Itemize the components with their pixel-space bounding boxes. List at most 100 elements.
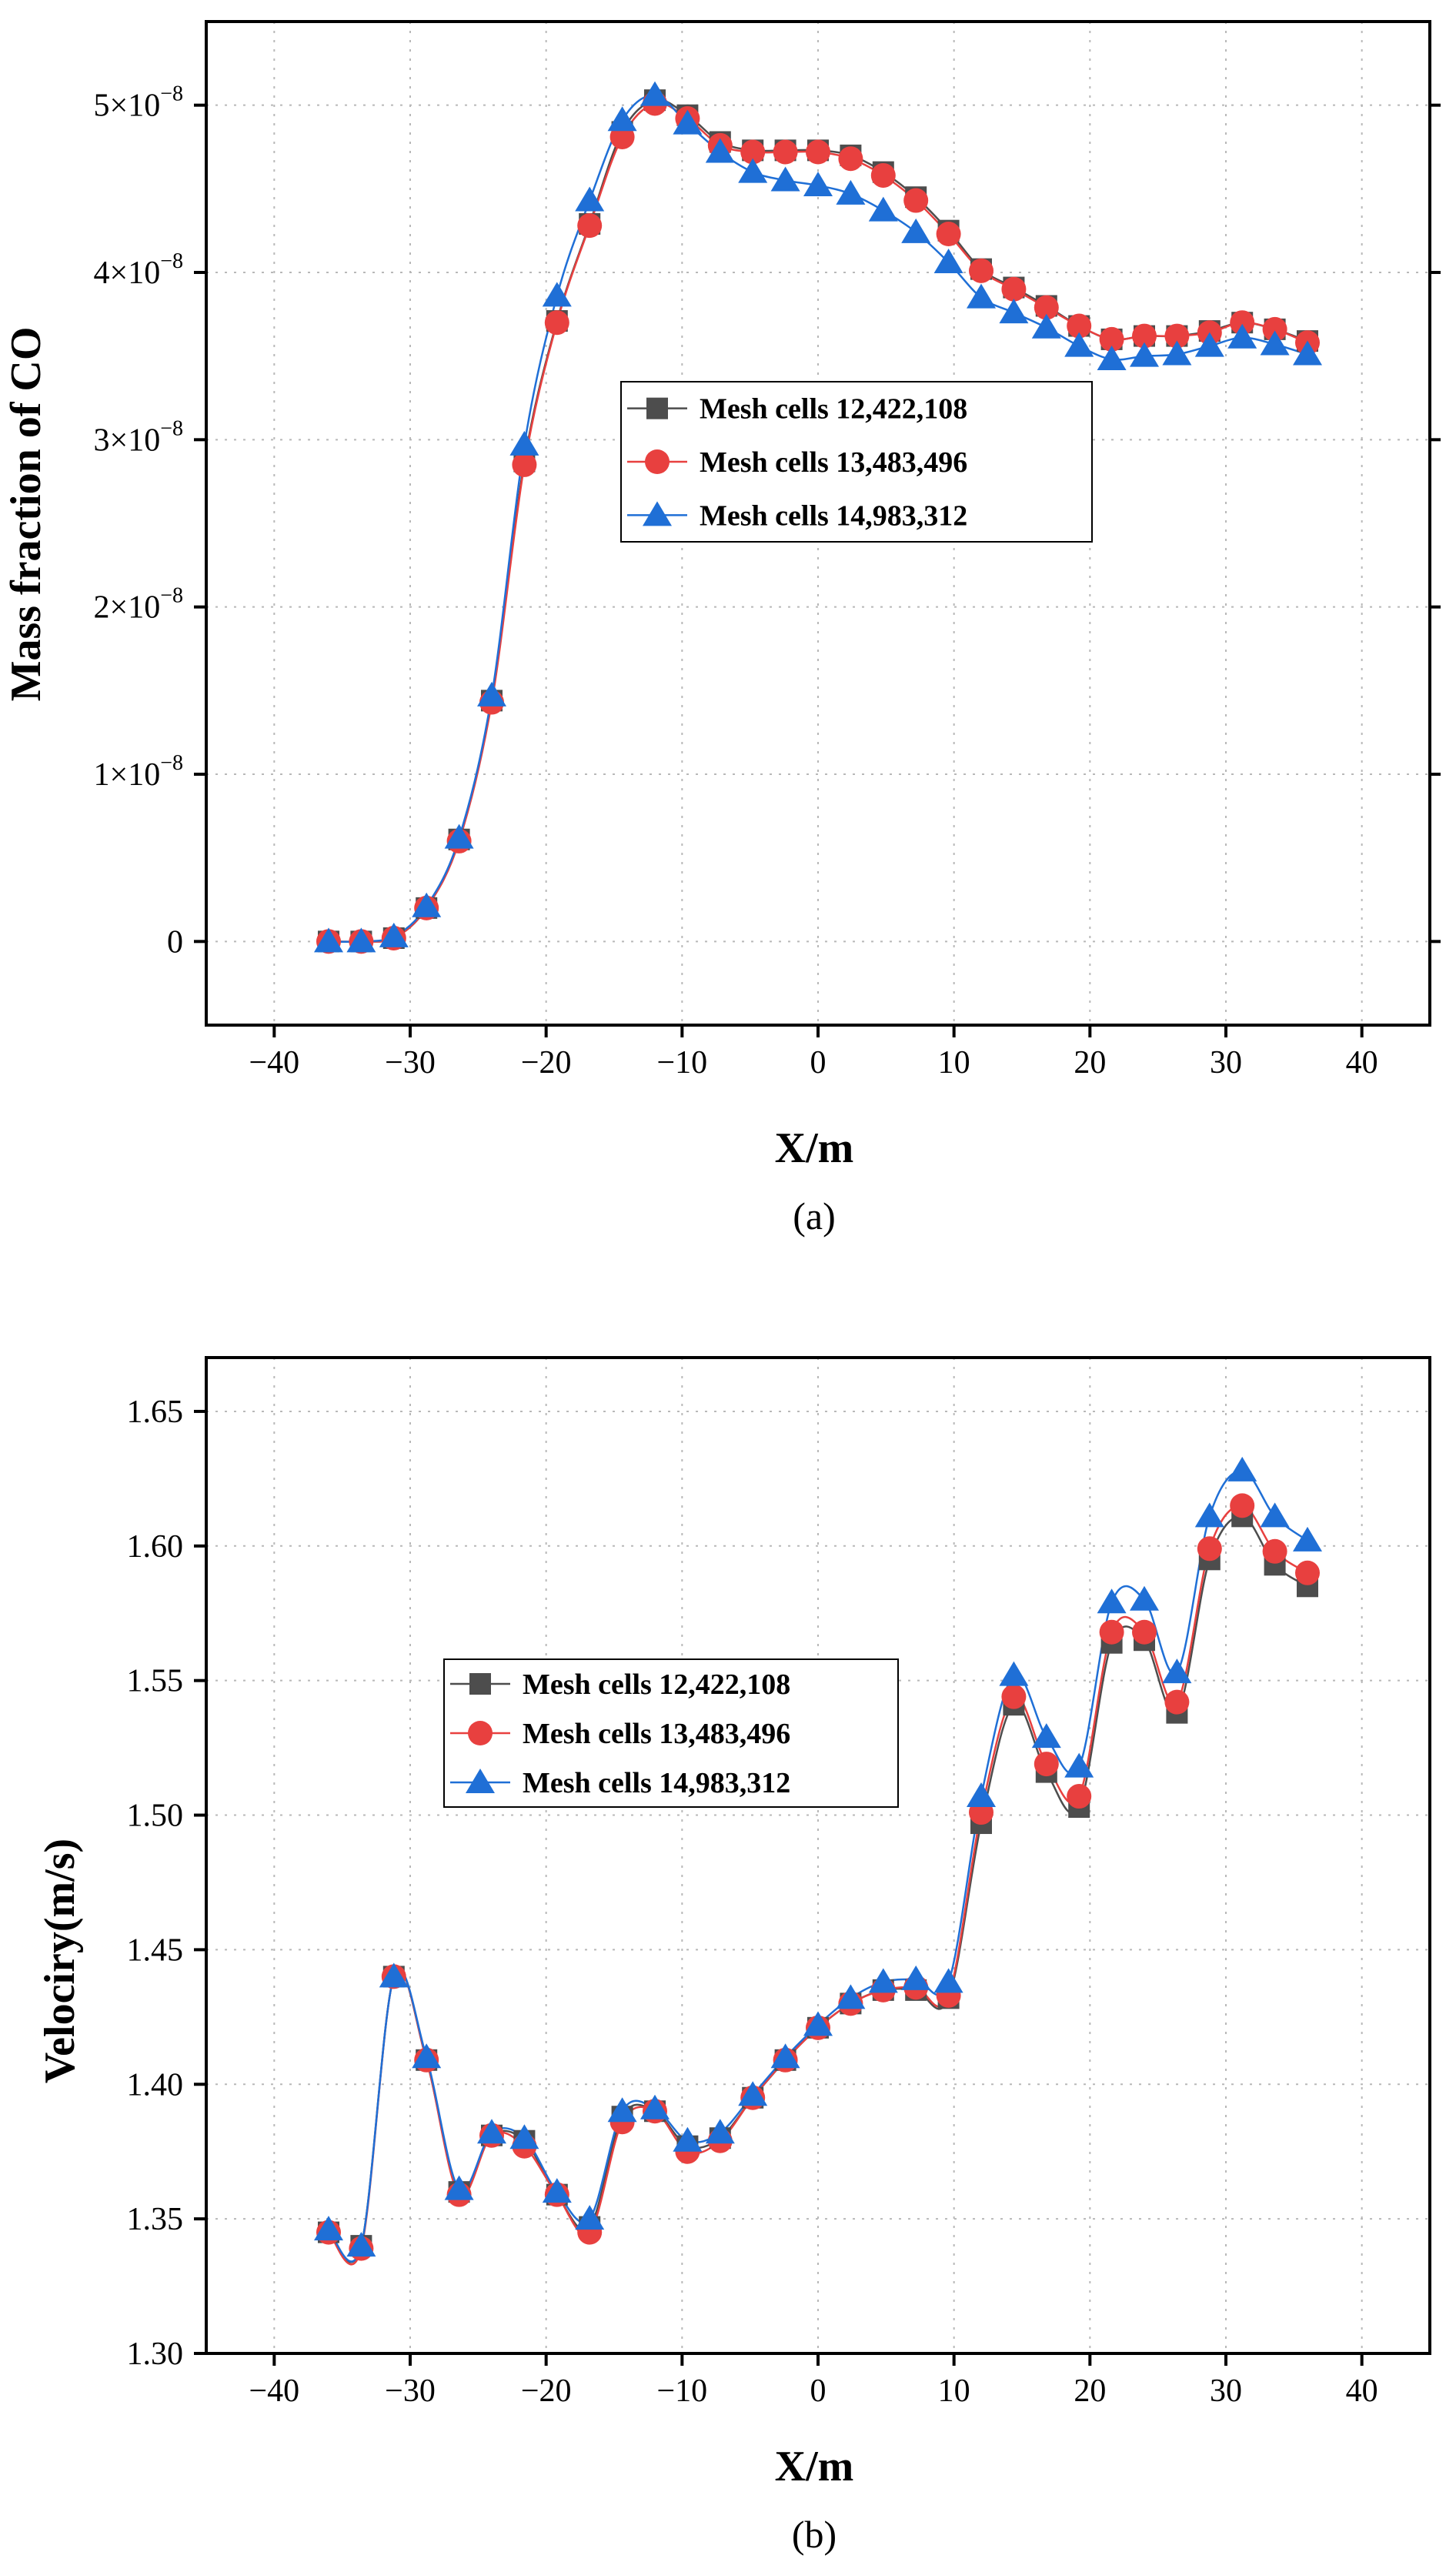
chart-b-x-tick-label: −20: [521, 2373, 572, 2409]
chart-a-mass-fraction-co: Mass fraction of CO X/m (a) −40 −30 −20 −10…: [2, 20, 1441, 1238]
chart-b-panel-label: (b): [792, 2513, 837, 2556]
chart-b-data-point: [1067, 1784, 1092, 1809]
chart-a-data-point: [577, 213, 603, 239]
chart-a-x-tick-label: −40: [249, 1045, 299, 1081]
chart-a-data-point: [1097, 346, 1127, 371]
chart-a-legend-box: [620, 381, 1093, 543]
chart-b-data-point: [1130, 1585, 1159, 1611]
chart-b-data-point: [868, 1968, 898, 1993]
chart-b-data-point: [509, 2124, 539, 2149]
chart-b-data-point: [1162, 1658, 1192, 1684]
chart-a-data-point: [509, 430, 539, 456]
chart-b-data-point: [705, 2119, 735, 2144]
chart-a-data-point: [967, 283, 996, 309]
chart-a-data-point: [740, 139, 766, 165]
chart-b-data-point: [1197, 1536, 1222, 1562]
chart-a-data-point: [1034, 295, 1059, 320]
chart-a-data-point: [477, 681, 506, 706]
chart-b-data-point: [640, 2094, 670, 2119]
chart-a-data-point: [1099, 326, 1124, 352]
chart-a-data-point: [512, 452, 537, 477]
chart-b-data-point: [803, 2011, 833, 2036]
chart-a-data-point: [607, 106, 637, 132]
chart-a-x-tick-label: 30: [1210, 1045, 1242, 1081]
chart-b-y-tick-label: 1.65: [127, 1395, 184, 1430]
chart-a-data-point: [936, 222, 961, 247]
chart-a-y-tick-label: 3×10−8: [94, 416, 183, 458]
chart-a-data-point: [1227, 323, 1257, 349]
chart-a-x-tick-label: 10: [938, 1045, 970, 1081]
chart-b-x-tick-label: 40: [1346, 2373, 1378, 2409]
chart-a-y-tick-label: 0: [167, 924, 183, 960]
chart-b-data-point: [1164, 1689, 1190, 1715]
chart-b-y-tick-label: 1.50: [127, 1799, 184, 1834]
chart-b-data-point: [1230, 1493, 1255, 1518]
chart-a-data-point: [379, 922, 409, 947]
chart-b-x-tick-label: 30: [1210, 2373, 1242, 2409]
chart-b-x-tick-label: −30: [385, 2373, 436, 2409]
chart-b-data-point: [1132, 1619, 1157, 1645]
chart-b-data-point: [477, 2119, 506, 2144]
chart-a-legend-marker: [646, 397, 668, 419]
chart-a-data-point: [1230, 310, 1255, 336]
chart-a-data-point: [1001, 276, 1027, 302]
chart-b-data-point: [1099, 1619, 1124, 1645]
chart-a-x-tick-label: 20: [1074, 1045, 1106, 1081]
chart-b-data-point: [346, 2232, 376, 2257]
chart-b-velocity: Velociry(m/s) X/m (b) −40 −30 −20 −10 0 10 20 3…: [36, 1356, 1431, 2556]
chart-b-data-point: [673, 2126, 703, 2152]
chart-b-data-point: [379, 1962, 409, 1988]
chart-b-data-point: [1097, 1588, 1127, 1614]
chart-a-x-tick-label: 0: [810, 1045, 827, 1081]
chart-a-x-axis-title: X/m: [775, 1124, 854, 1172]
chart-b-legend-marker: [466, 1769, 495, 1793]
chart-b-data-point: [1260, 1502, 1290, 1528]
chart-b-data-point: [999, 1661, 1029, 1686]
chart-b-y-tick-label: 1.30: [127, 2337, 184, 2372]
chart-a-x-tick-label: −10: [656, 1045, 707, 1081]
chart-a-data-point: [1067, 313, 1092, 339]
chart-b-legend-marker: [468, 1721, 493, 1745]
chart-b-data-point: [901, 1965, 931, 1990]
chart-a-data-point: [1132, 323, 1157, 349]
chart-b-data-point: [607, 2097, 637, 2123]
chart-a-data-point: [575, 186, 605, 212]
chart-a-data-point: [1031, 313, 1061, 339]
chart-a-data-point: [314, 927, 343, 953]
chart-a-data-point: [901, 218, 931, 243]
chart-a-y-axis-title: Mass fraction of CO: [2, 327, 50, 702]
chart-a-y-tick-label: 5×10−8: [94, 82, 183, 124]
chart-a-x-tick-label: −30: [385, 1045, 436, 1081]
chart-b-data-point: [1262, 1538, 1287, 1564]
chart-b-data-point: [967, 1782, 996, 1808]
chart-a-panel-label: (a): [793, 1194, 836, 1238]
chart-b-y-tick-label: 1.55: [127, 1664, 184, 1699]
chart-a-data-point: [1162, 340, 1192, 366]
chart-a-legend-label: Mesh cells 13,483,496: [700, 446, 967, 479]
chart-a-data-point: [1262, 316, 1287, 342]
chart-b-legend-box: [443, 1658, 899, 1808]
chart-b-y-axis-title: Velociry(m/s): [36, 1839, 84, 2083]
chart-a-data-point: [770, 166, 800, 192]
chart-b-x-tick-label: 20: [1074, 2373, 1106, 2409]
chart-a-data-point: [640, 81, 670, 106]
chart-a-data-point: [673, 109, 703, 135]
chart-a-data-point: [773, 139, 798, 165]
chart-a-legend-marker: [643, 501, 672, 526]
chart-b-data-point: [444, 2175, 474, 2200]
chart-a-legend-label: Mesh cells 14,983,312: [700, 499, 967, 532]
chart-a-data-point: [542, 282, 572, 307]
chart-a-data-point: [838, 146, 863, 172]
chart-b-legend-label: Mesh cells 14,983,312: [523, 1767, 790, 1799]
chart-b-y-tick-label: 1.45: [127, 1932, 184, 1968]
chart-a-x-tick-label: −20: [521, 1045, 572, 1081]
chart-b-data-point: [1031, 1723, 1061, 1749]
chart-a-data-point: [836, 179, 866, 205]
chart-a-data-point: [1064, 332, 1094, 357]
chart-a-data-point: [870, 162, 896, 188]
chart-a-data-point: [1260, 330, 1290, 356]
chart-b-data-point: [1227, 1456, 1257, 1481]
chart-a-data-point: [1130, 342, 1159, 367]
chart-a-data-point: [346, 927, 376, 953]
chart-b-data-point: [1295, 1560, 1320, 1585]
